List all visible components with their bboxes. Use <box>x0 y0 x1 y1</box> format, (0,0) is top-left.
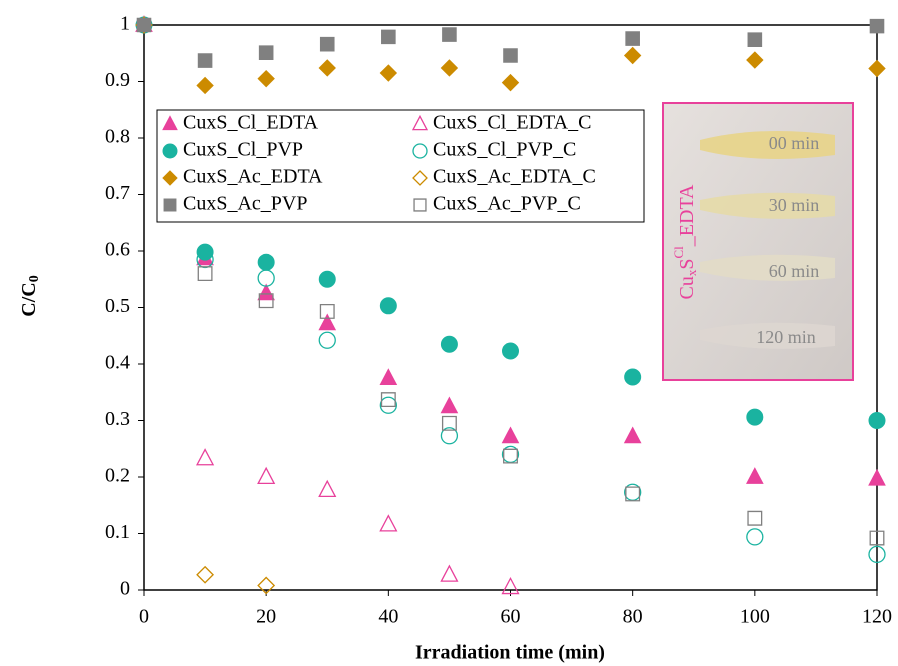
inset-time: 00 min <box>769 133 820 153</box>
x-tick-label: 0 <box>139 606 149 628</box>
y-tick-label: 1 <box>120 13 130 35</box>
data-point <box>625 428 641 443</box>
y-tick-label: 0.2 <box>105 465 130 487</box>
data-point <box>319 315 335 330</box>
x-tick-label: 100 <box>740 606 770 628</box>
inset-time: 120 min <box>756 327 816 347</box>
data-point <box>504 49 518 63</box>
legend-marker <box>163 144 177 158</box>
data-point <box>380 369 396 384</box>
y-tick-label: 0.8 <box>105 126 130 148</box>
data-point <box>747 409 763 425</box>
data-point <box>503 75 519 91</box>
data-point <box>869 413 885 429</box>
data-point <box>748 33 762 47</box>
data-point <box>441 398 457 413</box>
data-point <box>319 60 335 76</box>
data-point <box>320 37 334 51</box>
data-point <box>747 52 763 68</box>
data-point <box>258 254 274 270</box>
data-point <box>319 271 335 287</box>
data-point <box>137 18 151 32</box>
legend-marker <box>164 199 176 211</box>
data-point <box>441 566 457 581</box>
data-point <box>197 244 213 260</box>
data-point <box>625 48 641 64</box>
data-point <box>259 46 273 60</box>
data-point <box>443 28 457 42</box>
y-axis-title: C/C0 <box>18 275 43 316</box>
inset-label-part: Cu <box>676 276 698 299</box>
data-point <box>258 285 274 300</box>
x-axis-title: Irradiation time (min) <box>415 642 605 664</box>
data-point <box>869 61 885 77</box>
data-point <box>198 54 212 68</box>
y-tick-label: 0.6 <box>105 239 130 261</box>
data-point <box>380 65 396 81</box>
chart: 00 min 30 min 60 min 120 min CuxSCl_EDTA… <box>0 0 898 666</box>
x-tick-label: 60 <box>501 606 521 628</box>
data-point <box>747 529 763 545</box>
data-point <box>319 481 335 496</box>
y-axis-title-sub: 0 <box>27 275 42 282</box>
data-point <box>380 516 396 531</box>
legend-label: CuxS_Cl_PVP_C <box>433 139 576 161</box>
x-tick-label: 40 <box>378 606 398 628</box>
legend-label: CuxS_Ac_PVP_C <box>433 193 581 215</box>
data-point <box>869 470 885 485</box>
inset-label-part: S <box>676 259 698 270</box>
legend-label: CuxS_Cl_EDTA_C <box>433 112 591 134</box>
y-tick-label: 0 <box>120 578 130 600</box>
inset-time: 60 min <box>769 261 820 281</box>
data-point <box>503 343 519 359</box>
data-point <box>441 336 457 352</box>
data-point <box>626 32 640 46</box>
data-point <box>748 511 762 525</box>
y-tick-label: 0.7 <box>105 182 130 204</box>
legend-label: CuxS_Ac_PVP <box>183 193 307 215</box>
y-tick-label: 0.3 <box>105 408 130 430</box>
inset-label: CuxSCl_EDTA <box>671 184 699 300</box>
data-point <box>625 369 641 385</box>
y-tick-label: 0.5 <box>105 295 130 317</box>
x-tick-label: 120 <box>862 606 892 628</box>
data-point <box>197 77 213 93</box>
data-point <box>382 30 396 44</box>
series <box>197 450 518 594</box>
data-point <box>503 428 519 443</box>
legend-label: CuxS_Ac_EDTA_C <box>433 166 596 188</box>
data-point <box>197 450 213 465</box>
x-tick-label: 20 <box>256 606 276 628</box>
x-tick-label: 80 <box>623 606 643 628</box>
data-point <box>197 567 213 583</box>
data-point <box>198 267 212 281</box>
inset-time: 30 min <box>769 195 820 215</box>
inset-label-part: Cl <box>671 246 686 259</box>
inset-label-part: _EDTA <box>676 184 698 247</box>
legend: CuxS_Cl_EDTA CuxS_Cl_PVP CuxS_Ac_EDTA CuxS_… <box>157 110 644 222</box>
legend-label: CuxS_Ac_EDTA <box>183 166 323 188</box>
inset: 00 min 30 min 60 min 120 min CuxSCl_EDTA <box>663 103 853 380</box>
legend-label: CuxS_Cl_EDTA <box>183 112 319 134</box>
data-point <box>870 19 884 33</box>
data-point <box>319 332 335 348</box>
legend-label: CuxS_Cl_PVP <box>183 139 303 161</box>
y-tick-label: 0.9 <box>105 69 130 91</box>
y-tick-label: 0.4 <box>105 352 130 374</box>
data-point <box>258 468 274 483</box>
data-point <box>380 298 396 314</box>
y-axis-title-text: C/C <box>18 282 40 316</box>
y-tick-label: 0.1 <box>105 521 130 543</box>
data-point <box>258 71 274 87</box>
data-point <box>441 60 457 76</box>
data-point <box>747 468 763 483</box>
data-point <box>380 397 396 413</box>
